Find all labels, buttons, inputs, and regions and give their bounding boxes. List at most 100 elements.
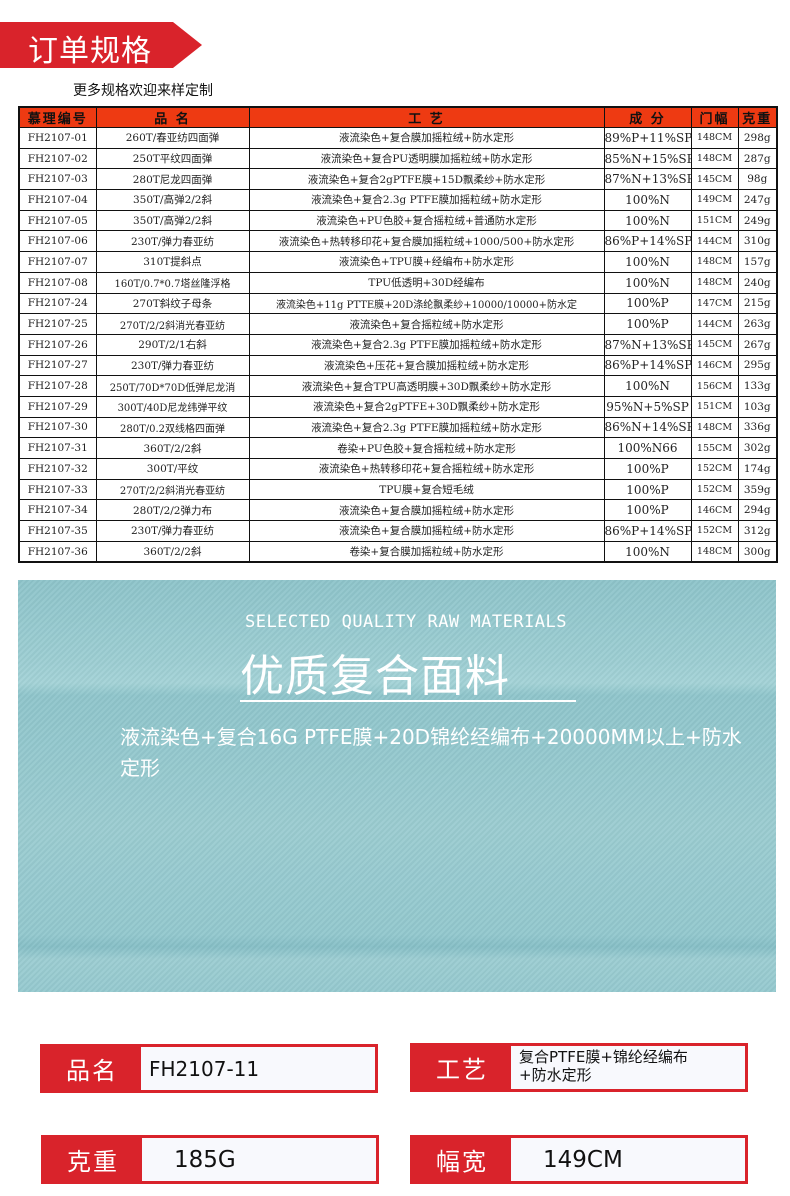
table-row: FH2107-32 300T/平纹 液流染色+热转移印花+复合摇粒绒+防水定形 100… [18,458,778,480]
subtitle: 更多规格欢迎来样定制 [73,83,213,99]
cell-width: 148CM [690,540,739,563]
cell-weight: 247g [737,189,778,211]
table-row: FH2107-28 250T/70D*70D低弹尼龙消 液流染色+复合TPU高透明膜… [18,375,778,397]
cell-width: 145CM [690,333,739,356]
feature-english-title: SELECTED QUALITY RAW MATERIALS [244,612,568,632]
cell-name: 310T提斜点 [95,251,250,273]
cell-composition: 100%N [603,209,692,232]
cell-name: 280T/2/2弹力布 [95,499,250,522]
cell-code: FH2107-02 [18,147,97,170]
cell-weight: 294g [737,499,778,522]
cell-weight: 98g [737,168,778,191]
table-row: FH2107-24 270T斜纹子母条 液流染色+11g PTTE膜+20D涤纶飘柔… [18,292,778,315]
cell-weight: 359g [737,478,778,501]
column-header: 慕理编号 [18,106,97,128]
cell-code: FH2107-24 [18,292,97,315]
cell-composition: 87%N+13%SP [603,168,692,191]
cell-process: 液流染色+热转移印花+复合摇粒绒+防水定形 [248,458,605,480]
cell-weight: 249g [737,209,778,232]
spec-name: 品名 FH2107-11 [40,1044,378,1093]
cell-composition: 85%N+15%SP [603,147,692,170]
column-header: 工 艺 [248,106,605,128]
table-row: FH2107-02 250T平纹四面弹 液流染色+复合PU透明膜加摇粒绒+防水定形 8… [18,147,778,170]
cell-width: 152CM [690,520,739,542]
spec-value: 185G [174,1146,236,1173]
feature-title: 优质复合面料 [240,651,510,702]
cell-process: 液流染色+11g PTTE膜+20D涤纶飘柔纱+10000/10000+防水定 [248,292,605,315]
cell-width: 152CM [690,478,739,501]
cell-name: 270T斜纹子母条 [95,292,250,315]
spec-width: 幅宽 149CM [410,1135,748,1184]
cell-name: 360T/2/2斜 [95,437,250,459]
cell-process: 液流染色+复合摇粒绒+防水定形 [248,313,605,335]
table-row: FH2107-31 360T/2/2斜 卷染+PU色胶+复合摇粒绒+防水定形 100%… [18,437,778,459]
table-row: FH2107-07 310T提斜点 液流染色+TPU膜+经编布+防水定形 100%N 1… [18,251,778,273]
cell-composition: 100%N [603,271,692,294]
cell-weight: 240g [737,271,778,294]
cell-composition: 86%P+14%SP [603,354,692,377]
table-row: FH2107-30 280T/0.2双线格四面弹 液流染色+复合2.3g PTFE膜… [18,416,778,439]
cell-name: 350T/高弹2/2斜 [95,209,250,232]
cell-name: 250T/70D*70D低弹尼龙消 [95,375,250,397]
cell-weight: 298g [737,127,778,149]
cell-composition: 95%N+5%SP [603,395,692,418]
cell-process: 液流染色+PU色胶+复合摇粒绒+普通防水定形 [248,209,605,232]
cell-weight: 310g [737,230,778,253]
cell-weight: 287g [737,147,778,170]
cell-code: FH2107-35 [18,520,97,542]
cell-composition: 87%N+13%SP [603,333,692,356]
cell-code: FH2107-27 [18,354,97,377]
cell-code: FH2107-26 [18,333,97,356]
cell-name: 280T尼龙四面弹 [95,168,250,191]
cell-width: 144CM [690,313,739,335]
cell-width: 148CM [690,271,739,294]
cell-weight: 157g [737,251,778,273]
cell-process: 液流染色+热转移印花+复合膜加摇粒绒+1000/500+防水定形 [248,230,605,253]
feature-description: 液流染色+复合16G PTFE膜+20D锦纶经编布+20000MM以上+防水定形 [120,725,742,780]
cell-code: FH2107-32 [18,458,97,480]
cell-process: 液流染色+压花+复合膜加摇粒绒+防水定形 [248,354,605,377]
cell-name: 270T/2/2斜消光春亚纺 [95,313,250,335]
table-row: FH2107-35 230T/弹力春亚纺 液流染色+复合膜加摇粒绒+防水定形 86%P… [18,520,778,542]
cell-composition: 100%N [603,375,692,397]
table-row: FH2107-27 230T/弹力春亚纺 液流染色+压花+复合膜加摇粒绒+防水定形 8… [18,354,778,377]
cell-process: 液流染色+复合PU透明膜加摇粒绒+防水定形 [248,147,605,170]
cell-weight: 336g [737,416,778,439]
cell-width: 147CM [690,292,739,315]
spec-weight: 克重 185G [41,1135,379,1184]
cell-process: 液流染色+复合2.3g PTFE膜加摇粒绒+防水定形 [248,189,605,211]
cell-name: 280T/0.2双线格四面弹 [95,416,250,439]
table-row: FH2107-08 160T/0.7*0.7塔丝隆浮格 TPU低透明+30D经编布 1… [18,271,778,294]
cell-code: FH2107-05 [18,209,97,232]
cell-code: FH2107-36 [18,540,97,563]
table-row: FH2107-01 260T/春亚纺四面弹 液流染色+复合膜加摇粒绒+防水定形 89%… [18,127,778,149]
cell-process: 卷染+PU色胶+复合摇粒绒+防水定形 [248,437,605,459]
table-row: FH2107-26 290T/2/1右斜 液流染色+复合2.3g PTFE膜加摇粒绒… [18,333,778,356]
cell-composition: 100%N [603,540,692,563]
cell-composition: 100%P [603,313,692,335]
cell-code: FH2107-29 [18,395,97,418]
cell-name: 350T/高弹2/2斜 [95,189,250,211]
table-row: FH2107-29 300T/40D尼龙纬弹平纹 液流染色+复合2gPTFE+30D… [18,395,778,418]
cell-process: TPU膜+复合短毛绒 [248,478,605,501]
section-title: 订单规格 [28,34,152,69]
cell-width: 149CM [690,189,739,211]
cell-weight: 215g [737,292,778,315]
cell-weight: 302g [737,437,778,459]
cell-process: 液流染色+复合2.3g PTFE膜加摇粒绒+防水定形 [248,333,605,356]
cell-weight: 300g [737,540,778,563]
table-row: FH2107-06 230T/弹力春亚纺 液流染色+热转移印花+复合膜加摇粒绒+10… [18,230,778,253]
cell-code: FH2107-03 [18,168,97,191]
cell-width: 156CM [690,375,739,397]
cell-process: 液流染色+复合2.3g PTFE膜加摇粒绒+防水定形 [248,416,605,439]
cell-composition: 100%N [603,189,692,211]
cell-code: FH2107-01 [18,127,97,149]
cell-code: FH2107-25 [18,313,97,335]
cell-composition: 86%P+14%SP [603,230,692,253]
cell-width: 148CM [690,416,739,439]
cell-composition: 100%N66 [603,437,692,459]
table-row: FH2107-05 350T/高弹2/2斜 液流染色+PU色胶+复合摇粒绒+普通防水… [18,209,778,232]
cell-code: FH2107-31 [18,437,97,459]
cell-process: 液流染色+复合膜加摇粒绒+防水定形 [248,499,605,522]
cell-width: 155CM [690,437,739,459]
